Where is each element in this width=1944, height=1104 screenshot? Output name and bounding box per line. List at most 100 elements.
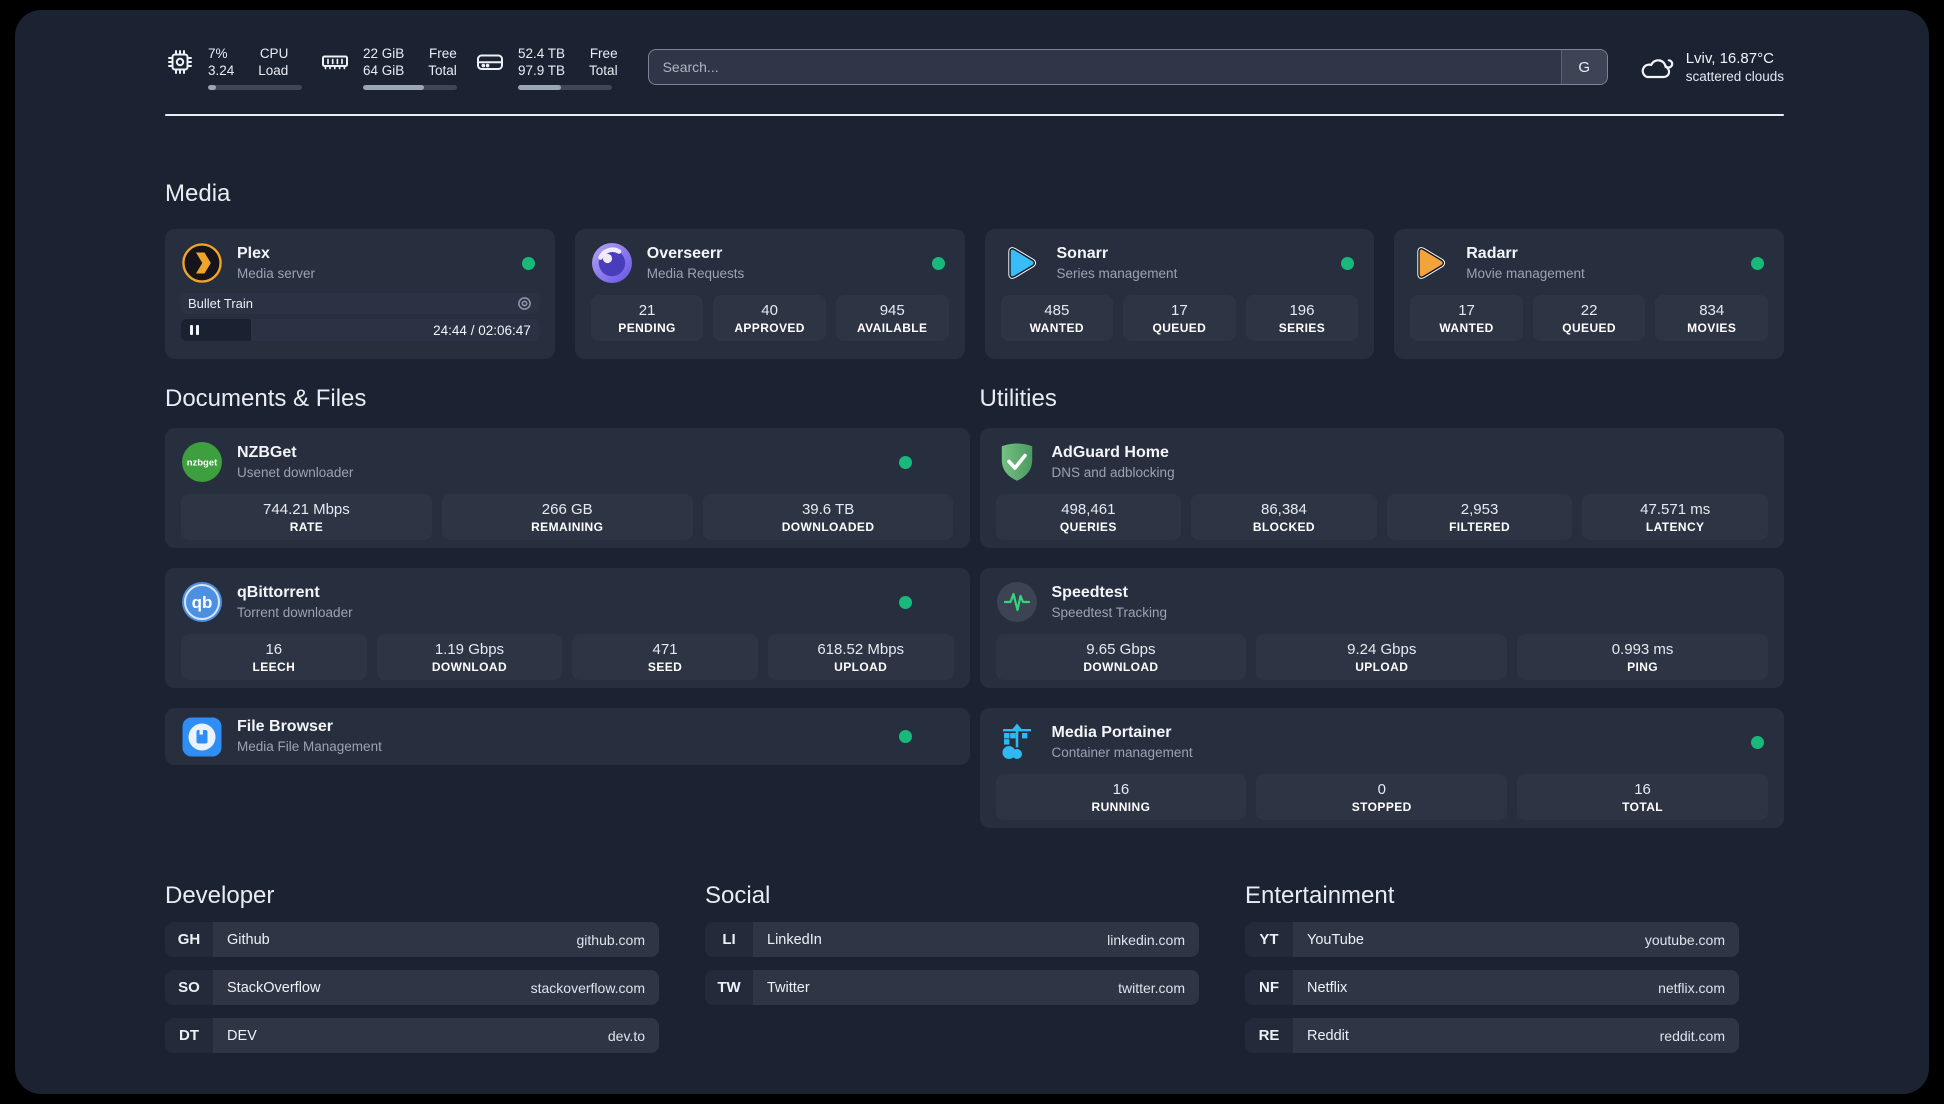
stat-value: 196	[1289, 301, 1315, 319]
storage-progress-fill	[518, 84, 562, 90]
link-abbr: LI	[705, 922, 753, 957]
stat-label: RATE	[289, 519, 324, 534]
link-twitter[interactable]: TW Twitter twitter.com	[705, 970, 1199, 1005]
stat-tile-movies: 834 MOVIES	[1655, 295, 1768, 341]
social-column: Social LI LinkedIn linkedin.com TW Twitt…	[705, 828, 1199, 1005]
stat-label: PING	[1627, 659, 1659, 674]
google-search-button[interactable]: G	[1560, 50, 1607, 84]
stat-label: WANTED	[1029, 320, 1084, 335]
stat-tile-approved: 40 APPROVED	[713, 295, 826, 341]
stat-tile-filtered: 2,953 FILTERED	[1386, 494, 1573, 540]
link-name: Netflix	[1307, 979, 1348, 996]
stat-label: WANTED	[1439, 320, 1494, 335]
link-netflix[interactable]: NF Netflix netflix.com	[1245, 970, 1739, 1005]
status-dot-online	[521, 256, 535, 270]
stat-tile-blocked: 86,384 BLOCKED	[1191, 494, 1377, 540]
stat-tile-queued: 22 QUEUED	[1532, 295, 1646, 341]
card-title: Plex	[237, 244, 270, 262]
search-bar: G	[647, 49, 1608, 85]
card-overseerr[interactable]: Overseerr Media Requests 21 PENDING 40 A…	[574, 229, 965, 359]
link-stackoverflow[interactable]: SO StackOverflow stackoverflow.com	[165, 970, 659, 1005]
header-divider	[165, 114, 1784, 116]
stat-tile-download: 9.65 Gbps DOWNLOAD	[995, 634, 1247, 680]
stat-value: 22	[1580, 301, 1598, 319]
link-abbr: TW	[705, 970, 753, 1005]
card-subtitle: DNS and adblocking	[1051, 464, 1175, 480]
card-subtitle: Speedtest Tracking	[1051, 604, 1168, 620]
stat-value: 40	[761, 301, 778, 319]
file-browser-icon	[181, 716, 223, 758]
link-linkedin[interactable]: LI LinkedIn linkedin.com	[705, 922, 1199, 957]
stat-value: 17	[1458, 301, 1475, 319]
session-target-icon[interactable]	[517, 296, 532, 311]
stat-tile-pending: 21 PENDING	[590, 295, 704, 341]
stat-tile-queued: 17 QUEUED	[1123, 295, 1236, 341]
link-domain: github.com	[576, 931, 645, 948]
section-title-media: Media	[165, 180, 231, 207]
pause-icon[interactable]	[190, 325, 199, 335]
card-adguard-home[interactable]: AdGuard Home DNS and adblocking 498,461 …	[979, 428, 1784, 548]
cpu-usage-value: 7%	[208, 45, 228, 61]
stat-label: REMAINING	[531, 519, 604, 534]
stat-value: 16	[265, 640, 283, 658]
storage-total-value: 97.9 TB	[518, 62, 566, 78]
status-dot-online	[898, 730, 912, 743]
link-reddit[interactable]: RE Reddit reddit.com	[1245, 1018, 1739, 1053]
cpu-progress-fill	[208, 84, 216, 90]
stat-tile-wanted: 485 WANTED	[1000, 295, 1114, 341]
card-file-browser[interactable]: File Browser Media File Management	[165, 708, 970, 765]
card-subtitle: Container management	[1051, 744, 1193, 760]
cpu-usage-label: CPU	[259, 45, 289, 61]
stat-value: 0.993 ms	[1611, 640, 1674, 658]
stat-value: 266 GB	[541, 500, 593, 518]
link-abbr: DT	[165, 1018, 213, 1053]
stat-value: 47.571 ms	[1640, 500, 1711, 518]
stat-tile-queries: 498,461 QUERIES	[995, 494, 1182, 540]
link-youtube[interactable]: YT YouTube youtube.com	[1245, 922, 1739, 957]
link-github[interactable]: GH Github github.com	[165, 922, 659, 957]
stat-value: 9.65 Gbps	[1086, 640, 1156, 658]
stat-value: 1.19 Gbps	[434, 640, 505, 658]
search-input[interactable]	[648, 50, 1561, 84]
link-abbr: YT	[1245, 922, 1293, 957]
card-media-portainer[interactable]: Media Portainer Container management 16 …	[979, 708, 1784, 828]
status-dot-online	[1751, 735, 1764, 749]
card-qbittorrent[interactable]: qb qBittorrent Torrent downloader 16 LEE…	[165, 568, 970, 688]
portainer-icon	[996, 721, 1038, 763]
link-domain: youtube.com	[1644, 931, 1725, 948]
link-name: Reddit	[1307, 1027, 1349, 1044]
cpu-load-value: 3.24	[208, 62, 235, 78]
stat-label: FILTERED	[1449, 519, 1511, 534]
stat-value: 834	[1699, 301, 1725, 319]
card-title: Radarr	[1466, 244, 1518, 262]
section-title-documents-files: Documents & Files	[165, 385, 367, 412]
storage-free-label: Free	[589, 45, 618, 61]
card-subtitle: Media File Management	[237, 739, 382, 754]
link-domain: netflix.com	[1658, 979, 1725, 996]
stat-label: SEED	[647, 659, 683, 674]
stat-value: 498,461	[1061, 500, 1116, 518]
card-title: AdGuard Home	[1051, 443, 1169, 461]
link-dev-to[interactable]: DT DEV dev.to	[165, 1018, 659, 1053]
card-nzbget[interactable]: nzbget NZBGet Usenet downloader 744.21 M…	[165, 428, 970, 548]
link-name: LinkedIn	[767, 931, 822, 948]
card-title: Overseerr	[646, 244, 723, 262]
stat-value: 39.6 TB	[801, 500, 855, 518]
entertainment-column: Entertainment YT YouTube youtube.com NF …	[1245, 828, 1739, 1053]
weather-widget[interactable]: Lviv, 16.87°C scattered clouds	[1638, 49, 1784, 85]
link-abbr: SO	[165, 970, 213, 1005]
stat-label: DOWNLOADED	[781, 519, 875, 534]
stat-value: 16	[1634, 780, 1651, 798]
memory-total-value: 64 GiB	[363, 62, 405, 78]
stat-label: RUNNING	[1091, 799, 1151, 814]
card-sonarr[interactable]: Sonarr Series management 485 WANTED 17 Q…	[984, 229, 1375, 359]
stat-value: 471	[652, 640, 678, 658]
stat-tile-available: 945 AVAILABLE	[835, 295, 949, 341]
stat-label: DOWNLOAD	[431, 659, 508, 674]
storage-free-value: 52.4 TB	[518, 45, 566, 61]
card-radarr[interactable]: Radarr Movie management 17 WANTED 22 QUE…	[1394, 229, 1784, 359]
link-domain: stackoverflow.com	[530, 979, 645, 996]
link-abbr: NF	[1245, 970, 1293, 1005]
card-plex[interactable]: Plex Media server Bullet Train 24:44 / 0…	[165, 229, 555, 359]
card-speedtest[interactable]: Speedtest Speedtest Tracking 9.65 Gbps D…	[979, 568, 1784, 688]
